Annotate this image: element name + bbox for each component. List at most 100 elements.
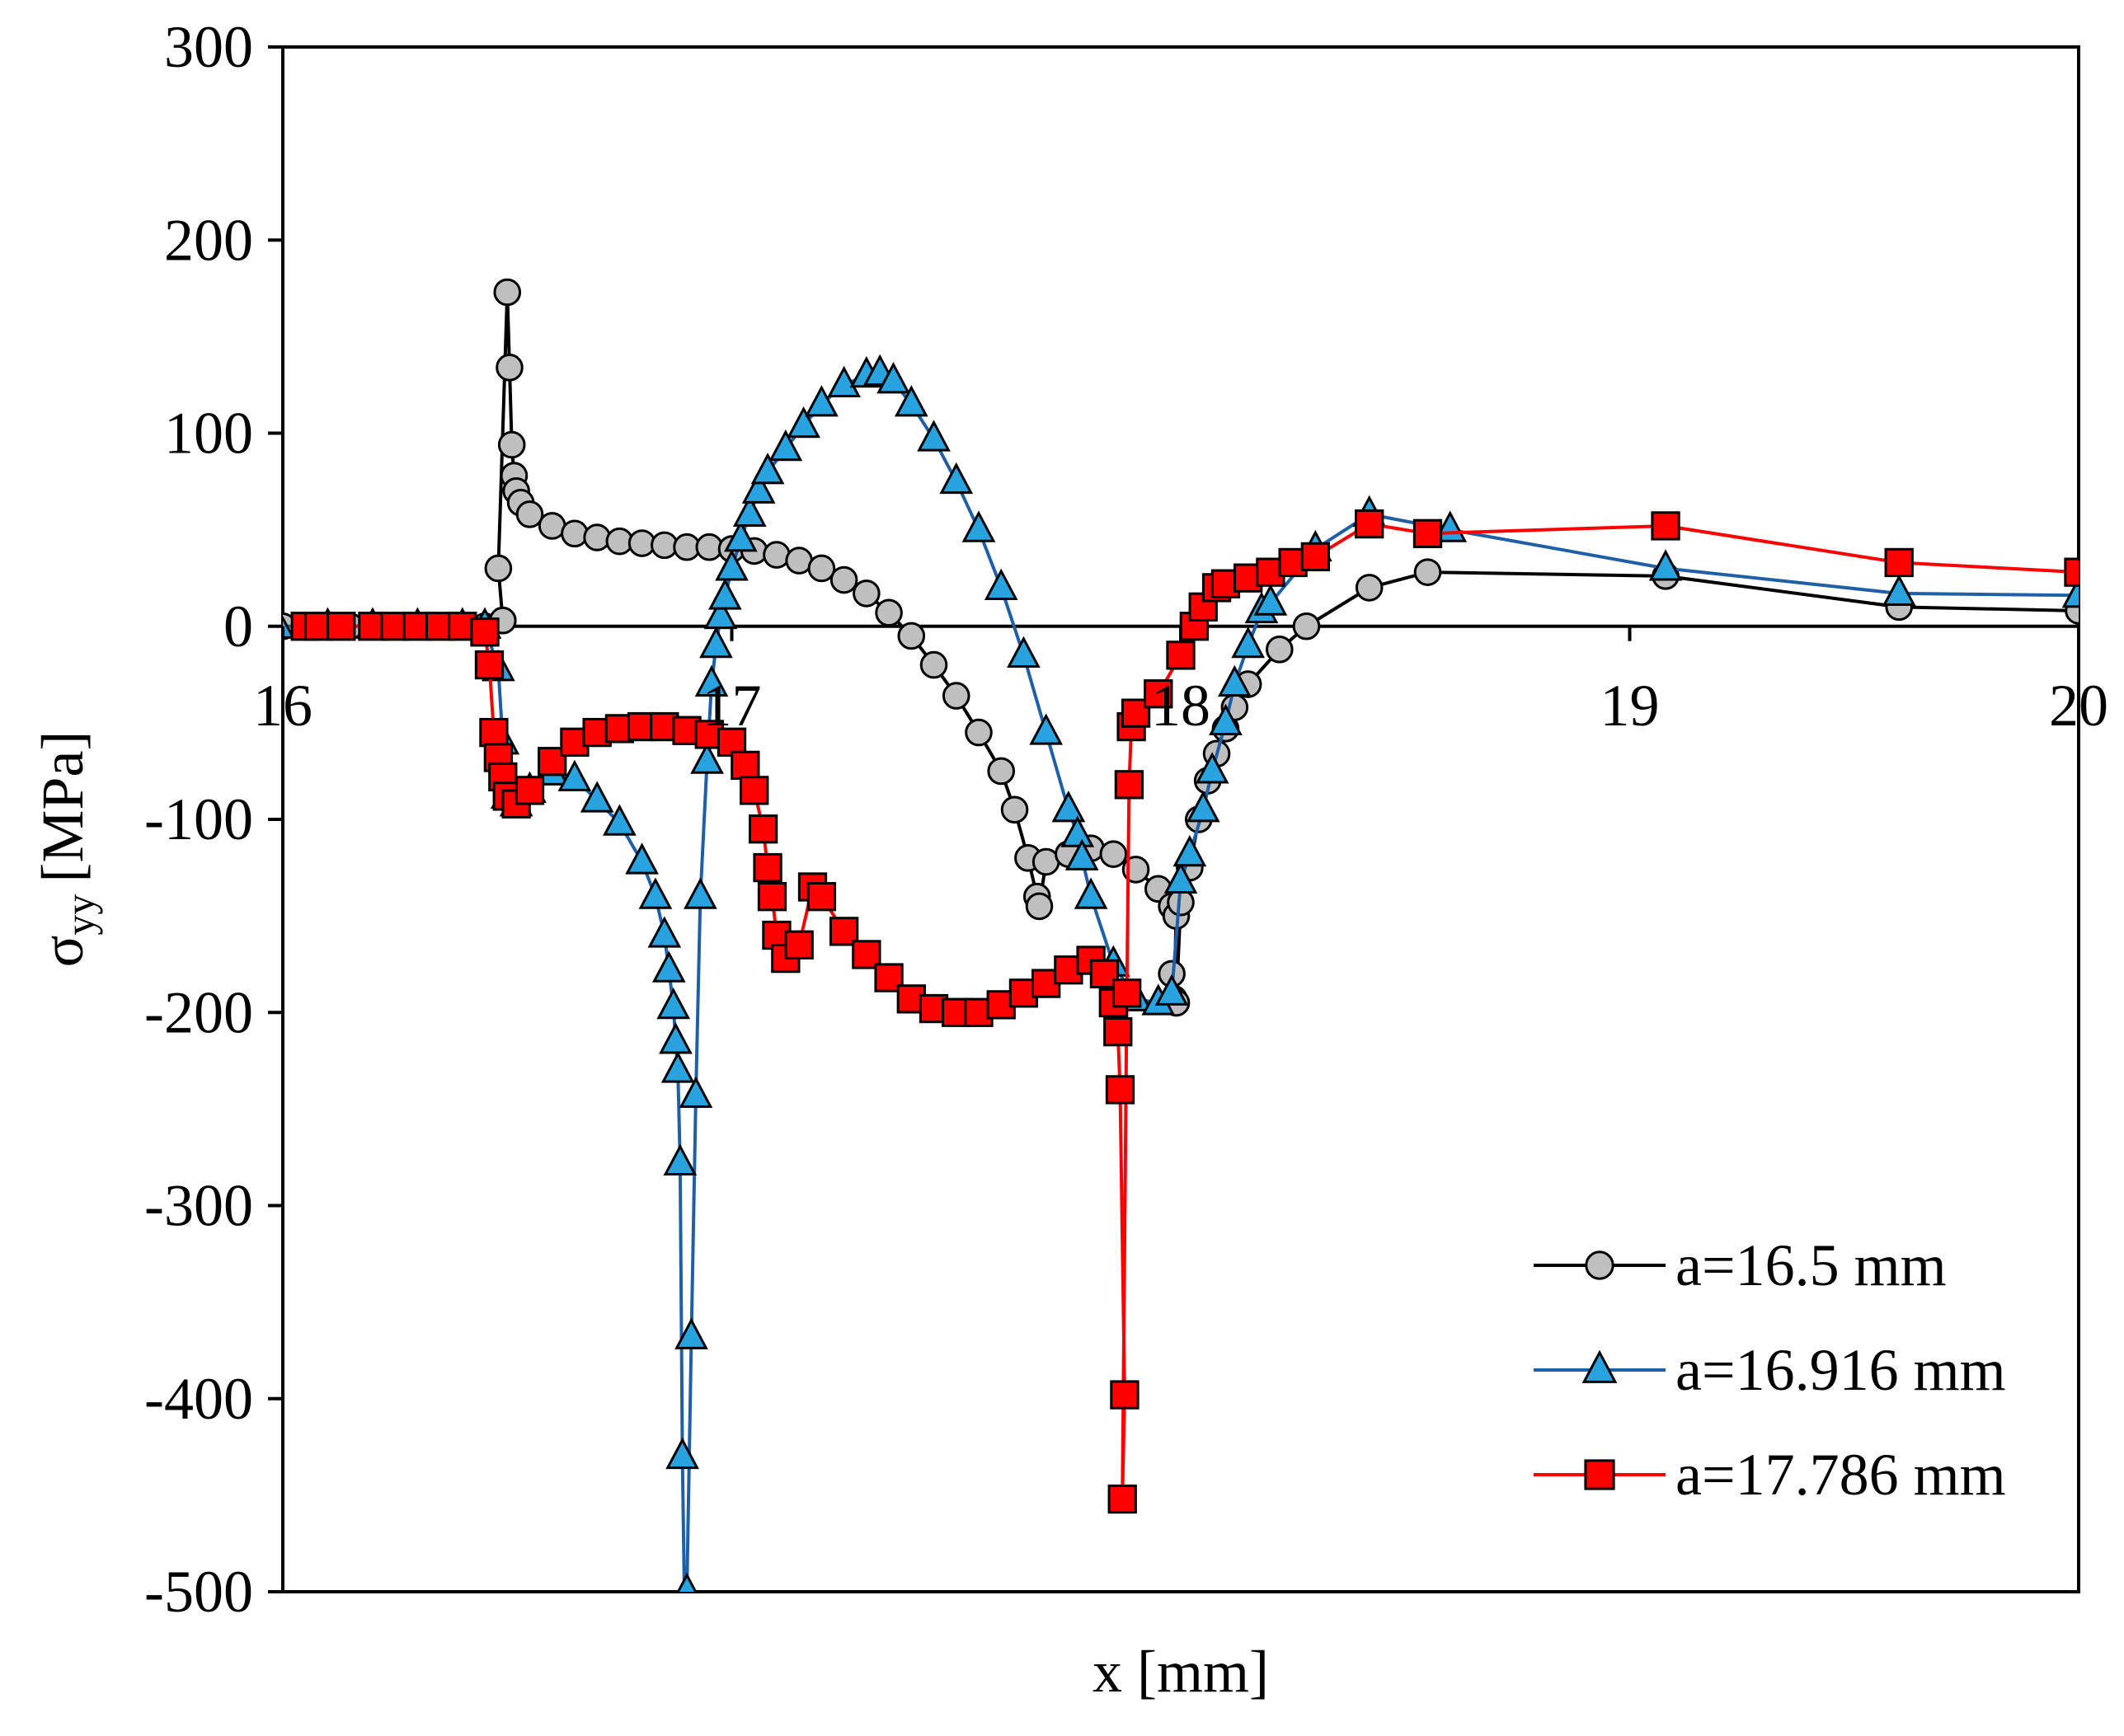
data-point [1355, 574, 1384, 602]
data-point [690, 742, 724, 774]
data-point [715, 549, 749, 581]
data-point [703, 597, 738, 630]
legend-label: a=17.786 mm [1675, 1442, 2006, 1508]
data-point [829, 565, 858, 594]
data-point [515, 500, 544, 528]
data-point [1074, 877, 1108, 909]
data-point [731, 750, 760, 781]
data-point [496, 354, 524, 382]
data-point [732, 495, 767, 527]
data-point [707, 578, 742, 610]
y-tick-label: 100 [164, 401, 253, 467]
data-point [740, 776, 769, 805]
data-point [484, 554, 513, 583]
data-point [768, 429, 803, 462]
data-point [961, 510, 996, 542]
data-point [1025, 892, 1054, 921]
data-point [660, 1051, 695, 1083]
data-point [1007, 636, 1041, 668]
data-point [1186, 791, 1220, 823]
data-point [665, 1437, 699, 1470]
data-point [1064, 838, 1099, 870]
data-point [1648, 549, 1683, 581]
data-point [493, 278, 522, 307]
y-tick-label: -400 [144, 1366, 253, 1432]
data-point [1105, 1075, 1135, 1105]
legend-entry: a=17.786 mm [1534, 1442, 2006, 1508]
x-tick-label: 16 [253, 673, 312, 739]
data-point [748, 814, 778, 844]
data-point [876, 362, 910, 394]
data-point [805, 385, 839, 417]
data-point [1884, 547, 1914, 578]
data-point [638, 877, 673, 909]
data-point [1166, 640, 1196, 670]
legend-marker [1584, 1459, 1615, 1490]
data-point [807, 554, 836, 583]
y-tick-label: -200 [144, 979, 253, 1045]
legend-marker [1585, 1250, 1614, 1280]
x-tick-label: 18 [1151, 673, 1210, 739]
data-point [1163, 861, 1198, 894]
data-point [919, 650, 948, 679]
data-point [1099, 840, 1128, 868]
data-point [757, 882, 787, 912]
data-point [479, 717, 509, 748]
data-point [676, 1572, 698, 1592]
data-point [1651, 511, 1680, 541]
data-point [684, 877, 717, 909]
data-point [663, 1143, 698, 1176]
data-point [784, 930, 814, 959]
x-tick-label: 20 [2049, 673, 2108, 739]
data-point [625, 842, 659, 875]
data-point [283, 615, 295, 639]
data-point [674, 1317, 708, 1349]
data-point [753, 852, 782, 883]
data-point [1154, 974, 1189, 1006]
legend-entry: a=16.916 mm [1534, 1337, 2006, 1403]
data-point [1231, 626, 1266, 659]
legend-label: a=16.916 mm [1675, 1337, 2006, 1403]
data-point [1412, 518, 1443, 548]
y-tick-label: 0 [223, 594, 253, 659]
data-point [1121, 698, 1151, 728]
data-point [750, 453, 785, 485]
data-point [1051, 791, 1086, 823]
data-point [1413, 558, 1442, 586]
plot-area [281, 45, 2080, 1593]
y-axis-unit: [MPa] [30, 731, 96, 883]
data-point [984, 568, 1018, 600]
data-point [583, 523, 611, 551]
data-point [724, 520, 758, 552]
data-point [656, 987, 691, 1020]
data-point [561, 519, 589, 548]
y-tick-label: 200 [164, 207, 253, 273]
data-point [651, 950, 686, 983]
x-tick-label: 19 [1600, 673, 1660, 739]
data-point [917, 420, 951, 452]
data-point [1144, 679, 1173, 709]
data-point [497, 430, 526, 459]
data-point [875, 598, 903, 627]
data-point [647, 916, 682, 948]
data-point [1172, 834, 1207, 867]
data-point [1103, 1017, 1133, 1047]
data-point [679, 1076, 713, 1109]
y-axis-symbol: σ [30, 936, 96, 968]
data-point [1265, 636, 1294, 664]
data-point [2064, 557, 2079, 587]
data-point [1029, 713, 1063, 745]
y-tick-label: -300 [144, 1173, 253, 1239]
data-point [670, 1594, 699, 1622]
data-point [939, 462, 974, 495]
data-point [741, 472, 776, 504]
y-tick-label: -100 [144, 786, 253, 852]
y-tick-label: 300 [164, 14, 253, 80]
y-axis-subscript: yy [57, 894, 103, 936]
data-point [1355, 509, 1384, 539]
y-tick-label: -500 [144, 1559, 253, 1625]
legend-entry: a=16.5 mm [1534, 1232, 1947, 1298]
data-point [1110, 1380, 1140, 1410]
data-point [474, 650, 505, 680]
